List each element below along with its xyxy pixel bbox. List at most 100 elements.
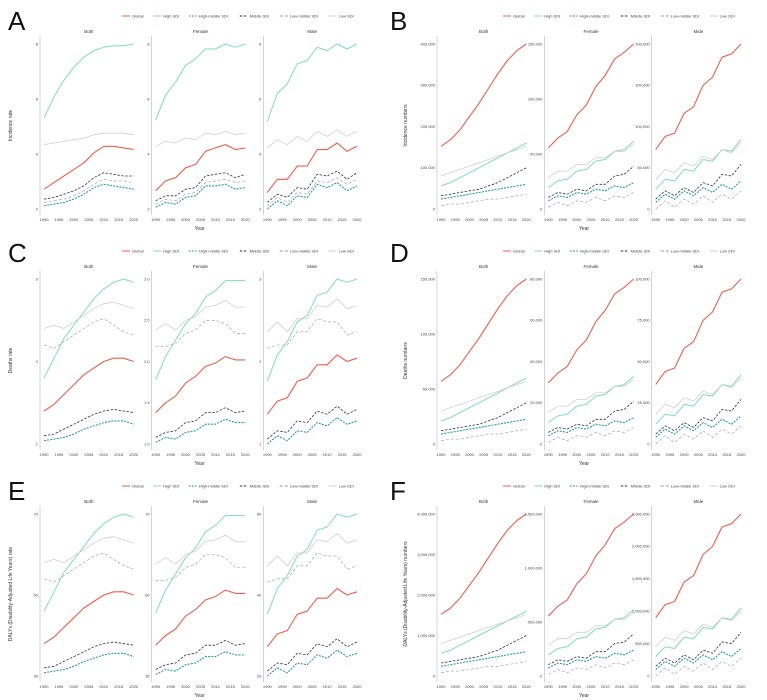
y-axis-label: Deaths numbers [403,342,409,379]
series-line-high-middle-sdi [655,648,742,670]
y-tick-label: 8 [259,41,262,46]
y-tick-label: 150,000 [421,276,436,281]
legend-item: Low-middle SDI [660,484,699,489]
facet-title: Both [84,264,94,269]
legend-item: High-middle SDI [188,484,228,489]
facet-both: Both 1 2 3 1990 1995 2000 2005 2010 2015 2020 [36,264,139,457]
legend-label: Low SDI [339,14,354,19]
x-tick-label: 2010 [708,452,718,457]
series-line-global [155,144,246,192]
x-tick-label: 2000 [572,684,582,689]
facet-female: Female 0 50,000 100,000 150,000 1990 1995 2000 2… [528,29,639,222]
legend-label: Middle SDI [631,484,651,489]
legend: Global High SDI High-middle SDI Middle SDI L… [122,484,354,489]
facet-title: Female [583,499,599,504]
x-axis-label: Year [194,461,204,467]
series-line-low-sdi [655,142,742,180]
x-tick-label: 2015 [615,217,625,222]
series-line-high-sdi [155,515,246,613]
legend-item: Middle SDI [620,14,650,19]
x-axis-label: Year [194,226,204,232]
series-line-high-middle-sdi [655,415,742,438]
series-line-global [547,513,635,617]
facet-title: Both [84,29,94,34]
y-tick-label: 60 [257,511,262,516]
x-tick-label: 2005 [587,217,597,222]
y-tick-label: 1,500,000 [525,511,544,516]
x-tick-label: 2015 [722,684,732,689]
x-tick-label: 2010 [601,684,611,689]
x-tick-label: 1990 [40,684,50,689]
panel-label: F [390,476,406,506]
series-line-high-sdi [266,43,358,122]
y-tick-label: 4 [259,151,262,156]
y-tick-label: 100,000 [635,124,650,129]
y-tick-label: 0 [540,206,543,211]
series-line-high-sdi [266,278,358,382]
x-tick-label: 2020 [737,217,747,222]
facet-female: Female 1.0 1.5 2.0 2.5 3.0 1990 1995 2000 2005 201… [144,264,250,457]
y-tick-label: 300,000 [421,83,436,88]
x-tick-label: 2010 [493,452,503,457]
legend-item: High SDI [534,249,560,254]
y-tick-label: 50,000 [423,386,436,391]
x-tick-label: 2005 [479,452,489,457]
legend-label: Global [132,249,144,254]
legend-item: High-middle SDI [569,249,609,254]
legend-label: Low SDI [720,249,735,254]
legend-label: High-middle SDI [199,14,228,19]
series-line-middle-sdi [440,167,527,197]
y-tick-label: 400,000 [421,41,436,46]
x-tick-label: 1995 [278,452,288,457]
x-tick-label: 2020 [129,684,139,689]
series-line-high-sdi [266,513,358,615]
x-tick-label: 1995 [54,684,64,689]
series-line-high-sdi [43,43,134,119]
legend-label: Global [513,249,525,254]
legend-item: Middle SDI [239,484,269,489]
legend-label: High SDI [163,484,179,489]
legend-label: High SDI [544,249,560,254]
series-line-high-sdi [43,278,134,379]
legend-item: Low SDI [328,249,354,254]
legend-item: Low SDI [709,249,735,254]
series-line-middle-sdi [267,638,358,672]
x-tick-label: 2015 [226,217,236,222]
y-tick-label: 0 [433,441,436,446]
facet-title: Male [693,264,703,269]
series-line-global [266,587,358,648]
x-tick-label: 1995 [54,217,64,222]
x-axis-label: Year [579,461,589,467]
y-tick-label: 30 [34,673,39,678]
y-tick-label: 2 [259,206,262,211]
legend-label: High-middle SDI [580,249,609,254]
x-tick-label: 2010 [601,452,611,457]
facet-title: Male [693,29,703,34]
facet-title: Female [193,264,209,269]
panel-F: F Global High SDI High-middle SDI Middle SDI… [390,476,746,699]
x-tick-label: 2000 [181,684,191,689]
legend-item: Low SDI [328,484,354,489]
legend-item: Global [503,249,525,254]
facet-title: Female [583,29,599,34]
x-tick-label: 1990 [151,684,161,689]
y-tick-label: 4 [147,151,150,156]
series-line-high-middle-sdi [548,417,634,437]
series-line-high-sdi [548,609,635,656]
x-tick-label: 2020 [737,452,747,457]
legend-item: High SDI [534,484,560,489]
series-line-high-middle-sdi [155,651,246,675]
y-tick-label: 3 [36,276,39,281]
series-line-high-middle-sdi [266,649,358,677]
x-tick-label: 2015 [114,217,124,222]
legend-label: Global [513,14,525,19]
series-line-low-middle-sdi [655,657,742,677]
x-tick-label: 2010 [601,217,611,222]
x-tick-label: 2020 [129,452,139,457]
x-tick-label: 2000 [680,452,690,457]
facet-title: Female [583,264,599,269]
legend-label: Middle SDI [631,249,651,254]
y-tick-label: 2.0 [144,359,150,364]
legend-label: Low SDI [720,484,735,489]
series-line-high-middle-sdi [440,183,527,200]
